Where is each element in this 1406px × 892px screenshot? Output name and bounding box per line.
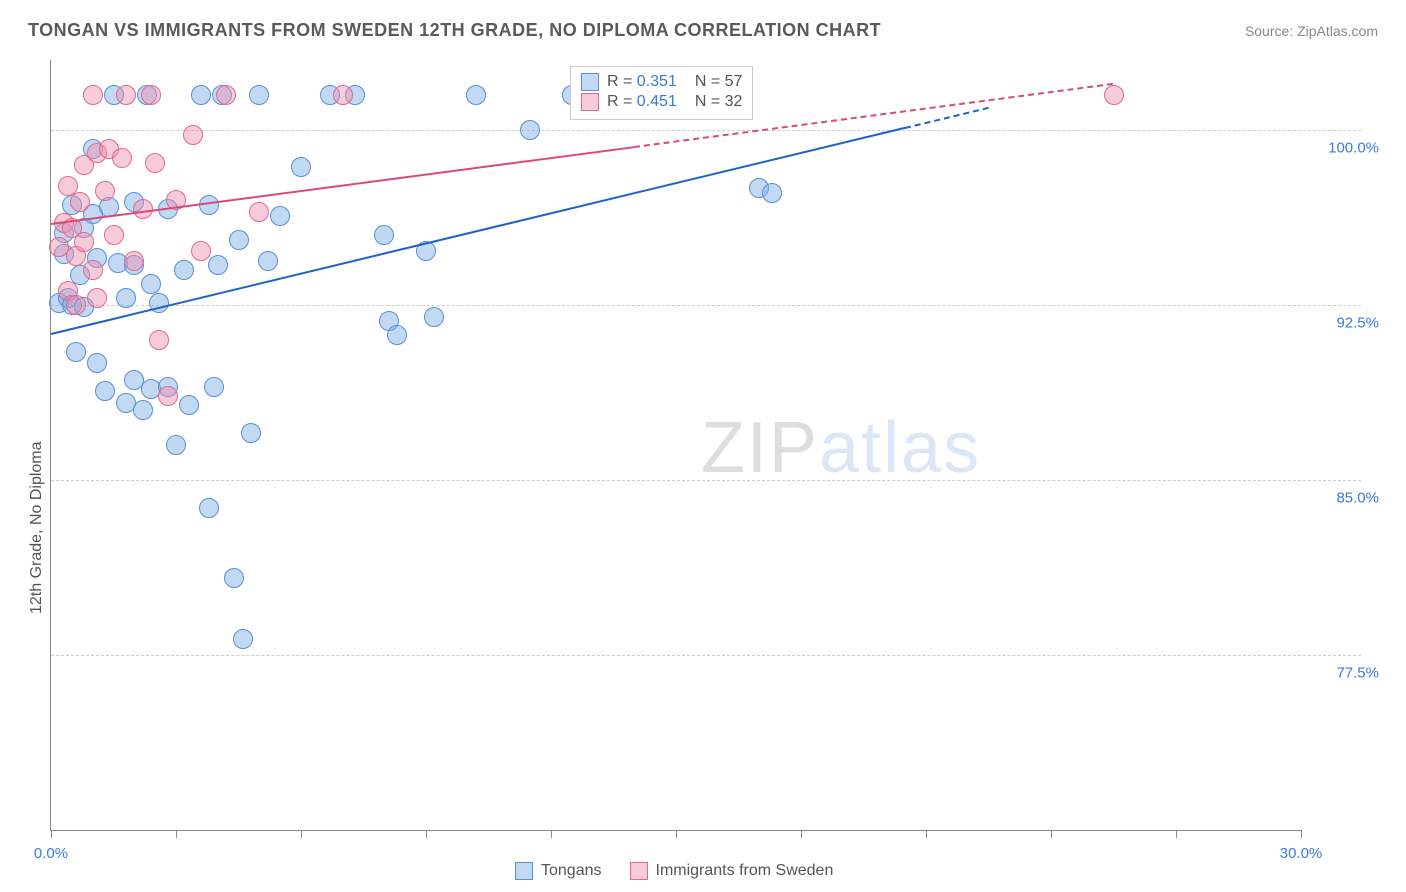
x-tick (1051, 830, 1052, 838)
data-point-tongans (133, 400, 153, 420)
x-tick (551, 830, 552, 838)
data-point-sweden (149, 330, 169, 350)
source-credit: Source: ZipAtlas.com (1245, 23, 1378, 39)
legend-swatch (581, 93, 599, 111)
data-point-tongans (87, 353, 107, 373)
data-point-tongans (95, 381, 115, 401)
data-point-tongans (241, 423, 261, 443)
x-tick (176, 830, 177, 838)
data-point-sweden (112, 148, 132, 168)
y-tick-label: 77.5% (1309, 665, 1379, 682)
x-tick (1301, 830, 1302, 838)
series-legend: Tongans Immigrants from Sweden (515, 862, 833, 880)
data-point-tongans (166, 435, 186, 455)
data-point-tongans (229, 230, 249, 250)
data-point-tongans (174, 260, 194, 280)
plot-area: 77.5%85.0%92.5%100.0%0.0%30.0%ZIPatlas (50, 60, 1301, 831)
data-point-tongans (179, 395, 199, 415)
x-tick (801, 830, 802, 838)
data-point-tongans (291, 157, 311, 177)
data-point-tongans (466, 85, 486, 105)
gridline (51, 655, 1361, 656)
x-tick (676, 830, 677, 838)
y-axis-label: 12th Grade, No Diploma (28, 442, 46, 615)
legend-swatch (630, 862, 648, 880)
data-point-sweden (104, 225, 124, 245)
data-point-sweden (116, 85, 136, 105)
gridline (51, 480, 1361, 481)
legend-r-label: R = 0.351 (607, 73, 677, 91)
data-point-sweden (74, 232, 94, 252)
data-point-sweden (83, 85, 103, 105)
data-point-sweden (83, 260, 103, 280)
y-tick-label: 92.5% (1309, 315, 1379, 332)
data-point-tongans (141, 274, 161, 294)
regression-line (51, 127, 906, 335)
x-tick (1176, 830, 1177, 838)
source-prefix: Source: (1245, 23, 1297, 39)
chart-title: TONGAN VS IMMIGRANTS FROM SWEDEN 12TH GR… (28, 20, 881, 41)
x-tick-label: 30.0% (1280, 845, 1323, 862)
data-point-tongans (224, 568, 244, 588)
data-point-tongans (270, 206, 290, 226)
legend-n-label: N = 57 (695, 73, 743, 91)
data-point-tongans (520, 120, 540, 140)
data-point-tongans (116, 288, 136, 308)
legend-row-tongans: R = 0.351 N = 57 (581, 73, 742, 91)
watermark: ZIPatlas (701, 407, 981, 489)
data-point-tongans (424, 307, 444, 327)
x-tick (51, 830, 52, 838)
data-point-sweden (216, 85, 236, 105)
data-point-tongans (191, 85, 211, 105)
data-point-sweden (249, 202, 269, 222)
legend-n-label: N = 32 (695, 93, 743, 111)
legend-row-sweden: R = 0.451 N = 32 (581, 93, 742, 111)
data-point-tongans (199, 498, 219, 518)
data-point-sweden (1104, 85, 1124, 105)
x-tick (301, 830, 302, 838)
data-point-sweden (191, 241, 211, 261)
data-point-tongans (387, 325, 407, 345)
data-point-tongans (258, 251, 278, 271)
y-tick-label: 85.0% (1309, 490, 1379, 507)
chart-header: TONGAN VS IMMIGRANTS FROM SWEDEN 12TH GR… (28, 20, 1378, 41)
data-point-sweden (87, 288, 107, 308)
data-point-sweden (70, 192, 90, 212)
data-point-sweden (66, 295, 86, 315)
data-point-tongans (66, 342, 86, 362)
data-point-tongans (208, 255, 228, 275)
x-tick (926, 830, 927, 838)
gridline (51, 305, 1361, 306)
data-point-sweden (158, 386, 178, 406)
legend-swatch (581, 73, 599, 91)
data-point-sweden (145, 153, 165, 173)
data-point-sweden (95, 181, 115, 201)
data-point-sweden (183, 125, 203, 145)
data-point-tongans (762, 183, 782, 203)
source-name: ZipAtlas.com (1297, 23, 1378, 39)
correlation-legend: R = 0.351 N = 57 R = 0.451 N = 32 (570, 66, 753, 120)
data-point-tongans (374, 225, 394, 245)
x-tick-label: 0.0% (34, 845, 68, 862)
data-point-sweden (141, 85, 161, 105)
data-point-tongans (233, 629, 253, 649)
legend-swatch (515, 862, 533, 880)
x-tick (426, 830, 427, 838)
legend-label: Tongans (541, 862, 602, 880)
gridline (51, 130, 1361, 131)
data-point-sweden (333, 85, 353, 105)
legend-label: Immigrants from Sweden (656, 862, 834, 880)
data-point-sweden (124, 251, 144, 271)
legend-r-label: R = 0.451 (607, 93, 677, 111)
legend-item-tongans: Tongans (515, 862, 602, 880)
data-point-tongans (249, 85, 269, 105)
data-point-tongans (204, 377, 224, 397)
y-tick-label: 100.0% (1309, 140, 1379, 157)
legend-item-sweden: Immigrants from Sweden (630, 862, 834, 880)
